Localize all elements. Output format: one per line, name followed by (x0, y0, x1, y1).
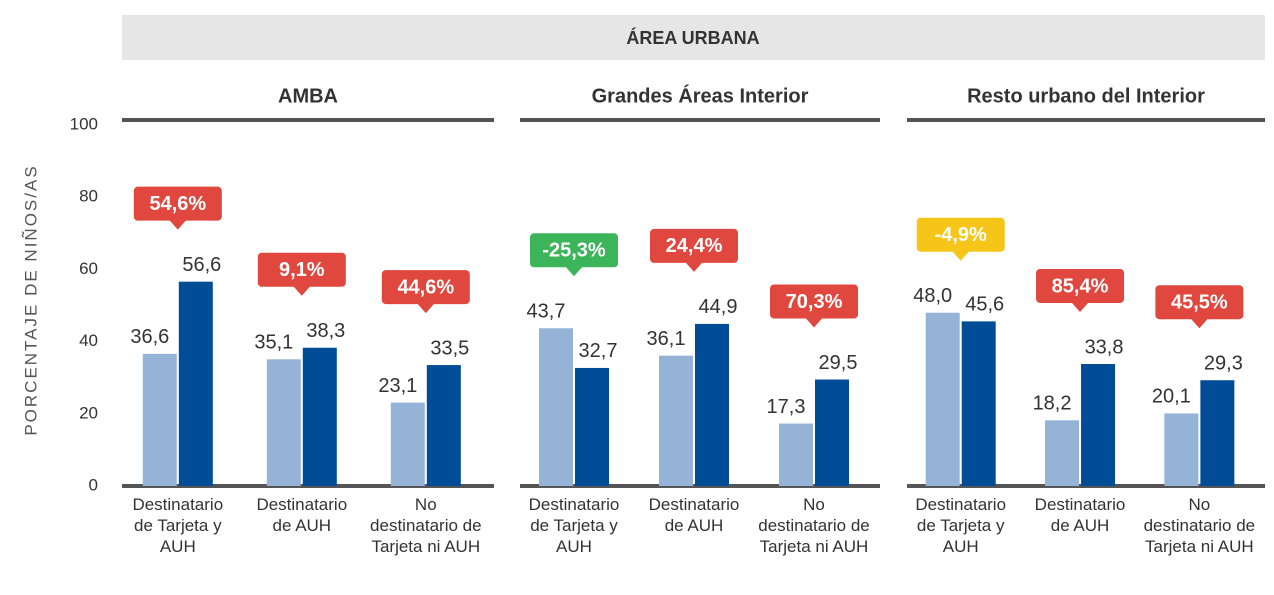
bar (142, 353, 177, 486)
value-label: 33,5 (430, 337, 469, 359)
bar (390, 402, 425, 486)
change-callout (916, 217, 1005, 261)
value-label: 20,1 (1152, 386, 1191, 408)
panel-title: Resto urbano del Interior (967, 85, 1205, 107)
value-label: 44,9 (699, 296, 738, 318)
change-label: 70,3% (786, 291, 843, 313)
change-callout (257, 252, 346, 296)
bar (695, 323, 729, 486)
x-tick-label: Destinatario de AUH (648, 495, 740, 535)
value-label: 56,6 (182, 254, 221, 276)
change-label: 24,4% (666, 235, 723, 257)
change-label: 9,1% (279, 259, 325, 281)
change-label: -4,9% (935, 224, 987, 246)
x-tick-label: No destinatario de Tarjeta ni AUH (370, 495, 482, 556)
title-band (122, 15, 1265, 60)
bar (961, 321, 996, 486)
x-tick-label: Destinatario de Tarjeta y AUH (915, 495, 1007, 556)
change-callout (1155, 285, 1244, 329)
bar (539, 328, 573, 486)
x-tick-label: No destinatario de Tarjeta ni AUH (758, 495, 870, 556)
change-callout (1036, 268, 1125, 312)
change-callout (133, 186, 222, 230)
bar (1200, 380, 1235, 486)
value-label: 36,1 (647, 328, 686, 350)
value-label: 33,8 (1085, 336, 1124, 358)
value-label: 36,6 (130, 326, 169, 348)
bar (178, 281, 213, 486)
value-label: 35,1 (254, 332, 293, 354)
change-callout (530, 233, 618, 277)
panel-title: Grandes Áreas Interior (592, 84, 809, 107)
change-label: -25,3% (542, 240, 606, 262)
bar (266, 359, 301, 486)
value-label: 43,7 (527, 301, 566, 323)
change-label: 44,6% (397, 276, 454, 298)
value-label: 32,7 (579, 340, 618, 362)
bar (1081, 363, 1116, 486)
bar (302, 347, 337, 486)
value-label: 29,3 (1204, 353, 1243, 375)
y-tick-label: 100 (70, 114, 98, 133)
bar (659, 355, 693, 486)
change-callout (381, 270, 470, 314)
value-label: 45,6 (965, 294, 1004, 316)
value-label: 18,2 (1033, 393, 1072, 415)
y-axis-label: PORCENTAJE DE NIÑOS/AS (21, 164, 40, 435)
y-tick-label: 60 (79, 259, 98, 278)
change-callout (650, 228, 738, 272)
change-callout (770, 284, 858, 328)
y-tick-label: 0 (89, 475, 98, 494)
panel-rule (520, 118, 880, 122)
bar (779, 423, 813, 486)
value-label: 17,3 (767, 396, 806, 418)
panel-rule (122, 118, 494, 122)
x-tick-label: Destinatario de Tarjeta y AUH (528, 495, 620, 556)
value-label: 29,5 (819, 352, 858, 374)
change-label: 85,4% (1052, 275, 1109, 297)
bar (426, 365, 461, 486)
change-label: 54,6% (149, 193, 206, 215)
x-tick-label: Destinatario de AUH (1034, 495, 1126, 535)
y-tick-label: 80 (79, 187, 98, 206)
bar (815, 379, 849, 486)
y-tick-label: 40 (79, 331, 98, 350)
value-label: 23,1 (378, 375, 417, 397)
x-tick-label: No destinatario de Tarjeta ni AUH (1143, 495, 1256, 556)
bar (1164, 413, 1199, 486)
value-label: 48,0 (913, 285, 952, 307)
panel-title: AMBA (278, 85, 338, 107)
panel-rule (907, 118, 1265, 122)
bar (925, 312, 960, 486)
value-label: 38,3 (306, 320, 345, 342)
bar (575, 367, 609, 486)
bar (1045, 420, 1080, 486)
y-tick-label: 20 (79, 403, 98, 422)
x-tick-label: Destinatario de AUH (256, 495, 348, 535)
x-tick-label: Destinatario de Tarjeta y AUH (132, 495, 224, 556)
chart-title: ÁREA URBANA (626, 27, 759, 48)
change-label: 45,5% (1171, 292, 1228, 314)
